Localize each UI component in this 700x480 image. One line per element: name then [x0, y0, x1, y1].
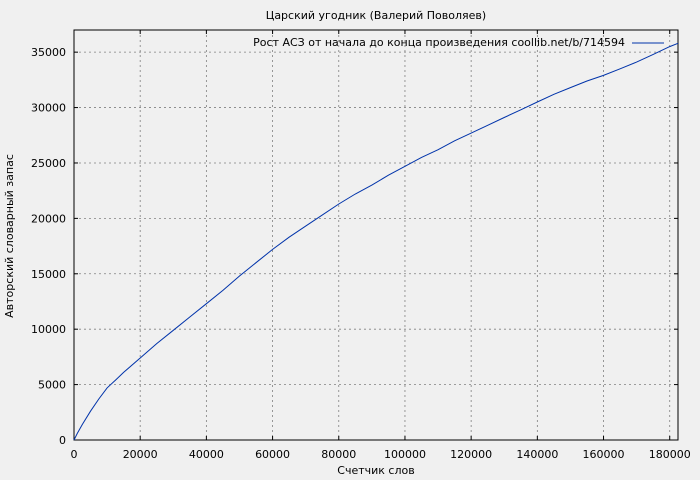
y-tick-label: 10000 — [31, 323, 66, 336]
y-tick-label: 35000 — [31, 46, 66, 59]
y-tick-label: 20000 — [31, 212, 66, 225]
x-tick-label: 180000 — [649, 448, 691, 461]
legend-label: Рост АСЗ от начала до конца произведения… — [253, 36, 625, 49]
x-tick-label: 0 — [71, 448, 78, 461]
x-tick-label: 80000 — [321, 448, 356, 461]
x-axis-title: Счетчик слов — [337, 464, 414, 477]
y-tick-label: 5000 — [38, 379, 66, 392]
plot-frame — [73, 29, 679, 441]
y-tick-label: 30000 — [31, 102, 66, 115]
y-axis-title: Авторский словарный запас — [3, 154, 16, 318]
x-tick-label: 20000 — [123, 448, 158, 461]
x-tick-label: 160000 — [583, 448, 625, 461]
x-tick-label: 140000 — [516, 448, 558, 461]
grid — [74, 30, 678, 440]
x-tick-label: 60000 — [255, 448, 290, 461]
y-tick-label: 25000 — [31, 157, 66, 170]
x-tick-label: 120000 — [450, 448, 492, 461]
axis-ticks: 0 20000 40000 60000 80000 100000 120000 140000 1… — [31, 30, 691, 461]
x-tick-label: 100000 — [384, 448, 426, 461]
y-tick-label: 15000 — [31, 268, 66, 281]
y-tick-label: 0 — [59, 434, 66, 447]
chart-title: Царский угодник (Валерий Поволяев) — [266, 9, 486, 22]
x-tick-label: 40000 — [189, 448, 224, 461]
series — [73, 42, 679, 441]
series-line — [73, 42, 679, 441]
legend: Рост АСЗ от начала до конца произведения… — [253, 36, 664, 49]
